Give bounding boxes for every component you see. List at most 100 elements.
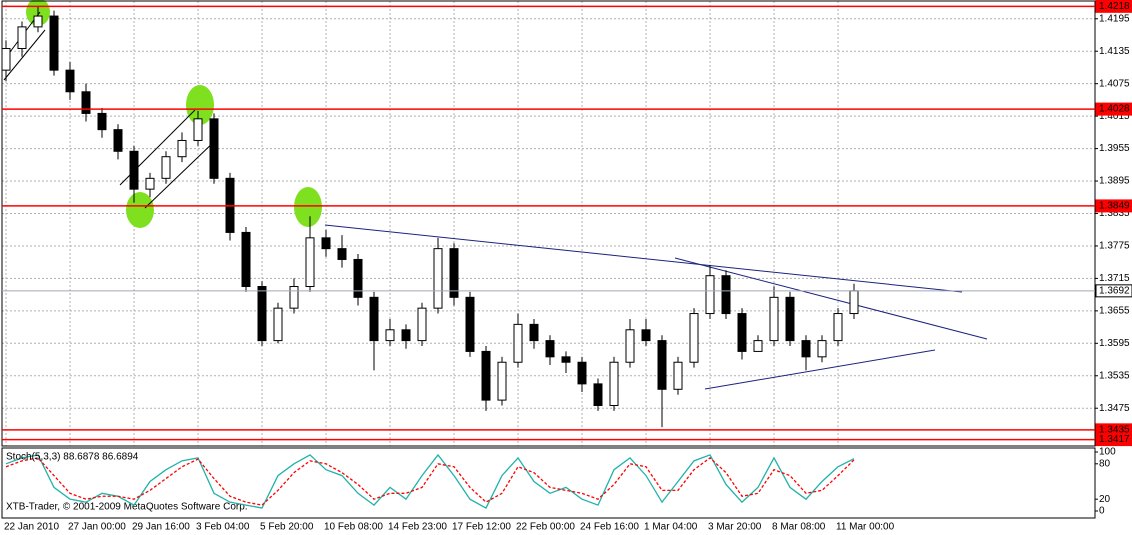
candle-body xyxy=(337,248,347,260)
x-tick-label: 14 Feb 23:00 xyxy=(388,522,447,533)
y-tick-label: 1.3595 xyxy=(1099,338,1130,349)
level-label: 1.3692 xyxy=(1099,285,1130,296)
stoch-line xyxy=(5,453,855,509)
y-tick-label: 1.3535 xyxy=(1099,370,1130,381)
x-tick-label: 1 Mar 04:00 xyxy=(644,522,698,533)
x-tick-label: 29 Jan 16:00 xyxy=(132,522,190,533)
candle-body xyxy=(849,290,859,315)
y-tick-label: 1.3655 xyxy=(1099,305,1130,316)
level-label: 1.3417 xyxy=(1099,434,1130,445)
y-tick-label: 1.4015 xyxy=(1099,111,1130,122)
level-label: 1.4218 xyxy=(1099,1,1130,12)
candle-body xyxy=(353,258,363,298)
panel-frame xyxy=(1,0,1096,447)
candle-body xyxy=(49,15,59,71)
candle-body xyxy=(1,48,11,71)
candle-body xyxy=(417,307,427,342)
x-tick-label: 22 Jan 2010 xyxy=(4,522,59,533)
candle-body xyxy=(129,150,139,190)
candle-body xyxy=(609,361,619,407)
candle-body xyxy=(817,340,827,358)
candle-body xyxy=(177,139,187,158)
candle-body xyxy=(721,275,731,315)
x-tick-label: 10 Feb 08:00 xyxy=(324,522,383,533)
trend-line xyxy=(674,257,988,340)
level-label-box xyxy=(1095,199,1132,213)
candle-body xyxy=(833,313,843,342)
candle-body xyxy=(113,129,123,152)
candle-body xyxy=(593,383,603,407)
candle-body xyxy=(705,275,715,315)
highlight xyxy=(294,187,322,227)
candle-body xyxy=(193,118,203,141)
candle-body xyxy=(481,350,491,401)
candle-body xyxy=(273,307,283,342)
candle-body xyxy=(785,296,795,342)
candle-body xyxy=(385,329,395,342)
candle-body xyxy=(529,323,539,342)
y-tick-label: 1.3835 xyxy=(1099,208,1130,219)
candle-body xyxy=(657,340,667,390)
candle-body xyxy=(753,340,763,352)
candle-body xyxy=(65,69,75,93)
x-tick-label: 27 Jan 00:00 xyxy=(68,522,126,533)
y-tick-label: 80 xyxy=(1099,458,1111,469)
candle-body xyxy=(513,323,523,363)
x-tick-label: 11 Mar 00:00 xyxy=(836,522,895,533)
candle-body xyxy=(161,156,171,179)
candle-body xyxy=(321,237,331,250)
level-label: 1.3849 xyxy=(1099,201,1130,212)
channel-line xyxy=(3,29,46,81)
y-tick-label: 1.4195 xyxy=(1099,13,1130,24)
trend-line xyxy=(704,349,936,390)
candle-body xyxy=(401,329,411,342)
candle-body xyxy=(561,356,571,363)
candle-body xyxy=(81,91,91,114)
candle-body xyxy=(625,329,635,363)
drawings xyxy=(3,0,988,390)
candle-body xyxy=(449,248,459,298)
highlight xyxy=(126,192,154,228)
candle-body xyxy=(241,231,251,288)
channel-line xyxy=(144,137,219,209)
candle-body xyxy=(97,112,107,131)
trend-line xyxy=(324,224,963,293)
candle-body xyxy=(545,340,555,358)
candle-body xyxy=(209,118,219,179)
level-label-box xyxy=(1095,284,1132,298)
x-tick-label: 5 Feb 20:00 xyxy=(260,522,314,533)
candle-body xyxy=(305,237,315,288)
indicator-title: Stoch(5,3,3) 88.6878 86.6894 xyxy=(6,452,139,463)
x-tick-label: 22 Feb 00:00 xyxy=(516,522,575,533)
y-tick-label: 1.3955 xyxy=(1099,143,1130,154)
level-label: 1.4028 xyxy=(1099,104,1130,115)
highlight xyxy=(186,85,214,125)
panel-frame xyxy=(1,447,1096,519)
y-tick-label: 1.4135 xyxy=(1099,46,1130,57)
level-label-box xyxy=(1095,0,1132,13)
candle-body xyxy=(257,286,267,342)
candle-body xyxy=(689,313,699,363)
candle-body xyxy=(641,329,651,342)
candle-body xyxy=(497,361,507,401)
y-tick-label: 100 xyxy=(1099,447,1116,458)
x-tick-label: 8 Mar 08:00 xyxy=(772,522,826,533)
candle-body xyxy=(769,296,779,342)
candle-body xyxy=(145,177,155,190)
level-label: 1.3435 xyxy=(1099,424,1130,435)
y-tick-label: 1.3475 xyxy=(1099,403,1130,414)
footer-text: XTB-Trader, © 2001-2009 MetaQuotes Softw… xyxy=(6,502,248,513)
candle-body xyxy=(289,286,299,309)
y-tick-label: 1.3715 xyxy=(1099,273,1130,284)
x-tick-label: 17 Feb 12:00 xyxy=(452,522,511,533)
candle-body xyxy=(577,361,587,385)
candle-body xyxy=(801,340,811,358)
stoch-line xyxy=(5,457,855,506)
level-label-box xyxy=(1095,433,1132,447)
x-tick-label: 3 Mar 20:00 xyxy=(708,522,762,533)
x-tick-label: 24 Feb 16:00 xyxy=(580,522,639,533)
level-label-box xyxy=(1095,102,1132,116)
